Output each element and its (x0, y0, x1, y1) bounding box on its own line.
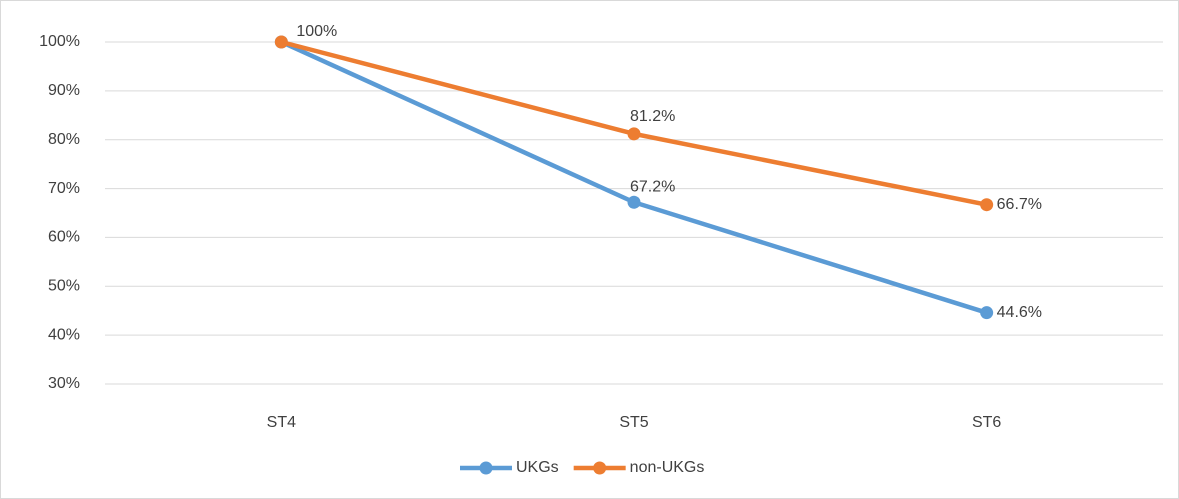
y-tick-label: 90% (48, 82, 80, 99)
series-marker (627, 127, 641, 141)
y-tick-label: 70% (48, 180, 80, 197)
x-tick-label: ST4 (267, 414, 296, 431)
y-tick-label: 40% (48, 326, 80, 343)
data-label: 67.2% (630, 178, 675, 195)
series-marker (980, 306, 994, 320)
y-tick-label: 30% (48, 375, 80, 392)
series-marker (980, 198, 994, 212)
series-marker (274, 35, 288, 49)
data-label: 44.6% (997, 304, 1042, 321)
series-marker (627, 195, 641, 209)
legend-label: UKGs (516, 459, 559, 476)
y-tick-label: 60% (48, 229, 80, 246)
legend-label: non-UKGs (630, 459, 705, 476)
x-tick-label: ST5 (619, 414, 648, 431)
data-label: 81.2% (630, 108, 675, 125)
legend-marker (593, 461, 607, 475)
y-tick-label: 100% (39, 33, 80, 50)
y-tick-label: 80% (48, 131, 80, 148)
legend-marker (479, 461, 493, 475)
data-label: 66.7% (997, 196, 1042, 213)
data-label: 100% (296, 23, 337, 40)
y-tick-label: 50% (48, 278, 80, 295)
x-tick-label: ST6 (972, 414, 1001, 431)
